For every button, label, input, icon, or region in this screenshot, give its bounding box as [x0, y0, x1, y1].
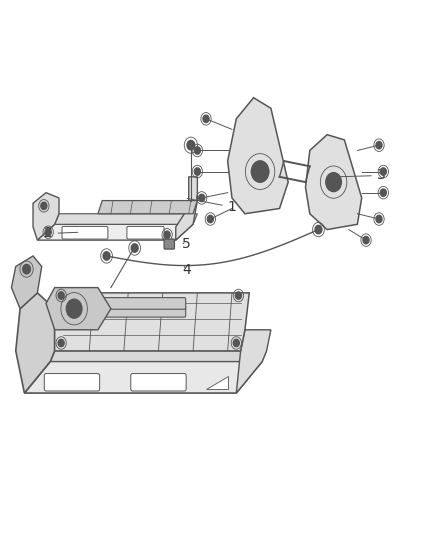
- Polygon shape: [98, 200, 198, 214]
- FancyBboxPatch shape: [62, 227, 108, 239]
- Polygon shape: [50, 351, 267, 361]
- Circle shape: [194, 147, 201, 154]
- Circle shape: [363, 237, 369, 244]
- Circle shape: [326, 173, 341, 191]
- Circle shape: [380, 189, 386, 196]
- Circle shape: [255, 165, 265, 178]
- Polygon shape: [55, 214, 198, 224]
- Polygon shape: [11, 256, 42, 309]
- Circle shape: [332, 180, 336, 185]
- FancyBboxPatch shape: [88, 305, 186, 317]
- Polygon shape: [46, 288, 111, 330]
- Circle shape: [58, 292, 64, 299]
- Circle shape: [376, 141, 382, 149]
- Text: 2: 2: [44, 227, 78, 240]
- Circle shape: [23, 264, 31, 274]
- Circle shape: [376, 215, 382, 223]
- Text: 4: 4: [182, 263, 191, 277]
- FancyBboxPatch shape: [88, 297, 186, 309]
- Circle shape: [194, 168, 201, 175]
- FancyBboxPatch shape: [127, 227, 164, 239]
- Circle shape: [203, 115, 209, 123]
- Circle shape: [251, 161, 269, 182]
- Polygon shape: [176, 177, 198, 240]
- Circle shape: [199, 194, 205, 201]
- Circle shape: [103, 252, 110, 260]
- Circle shape: [380, 168, 386, 175]
- Polygon shape: [16, 293, 55, 393]
- Circle shape: [258, 168, 263, 175]
- FancyBboxPatch shape: [44, 374, 100, 391]
- Circle shape: [233, 340, 239, 346]
- Polygon shape: [33, 192, 59, 240]
- Polygon shape: [305, 135, 362, 230]
- Polygon shape: [55, 293, 249, 351]
- Text: 3: 3: [339, 168, 385, 182]
- Polygon shape: [236, 330, 271, 393]
- Circle shape: [41, 202, 47, 209]
- Circle shape: [187, 140, 195, 150]
- Circle shape: [315, 225, 322, 234]
- FancyBboxPatch shape: [164, 239, 174, 249]
- Polygon shape: [206, 376, 228, 389]
- Text: 1: 1: [187, 198, 237, 214]
- Polygon shape: [37, 224, 193, 240]
- Circle shape: [329, 177, 338, 188]
- Circle shape: [236, 292, 241, 299]
- FancyBboxPatch shape: [131, 374, 186, 391]
- Circle shape: [58, 340, 64, 346]
- Text: 5: 5: [182, 237, 191, 251]
- Polygon shape: [228, 98, 288, 214]
- Circle shape: [164, 231, 170, 239]
- Circle shape: [45, 229, 51, 236]
- Circle shape: [70, 303, 78, 314]
- Circle shape: [66, 299, 82, 318]
- Circle shape: [131, 244, 138, 252]
- Polygon shape: [25, 361, 262, 393]
- Circle shape: [207, 215, 213, 223]
